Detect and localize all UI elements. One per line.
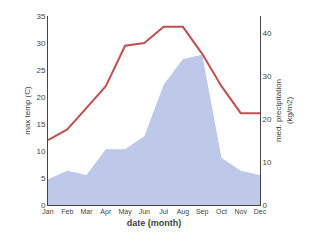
svg-text:Aug: Aug bbox=[177, 208, 190, 216]
svg-text:5: 5 bbox=[41, 174, 46, 183]
svg-text:max temp (C): max temp (C) bbox=[23, 86, 32, 135]
svg-text:Apr: Apr bbox=[100, 208, 112, 216]
svg-text:Sep: Sep bbox=[196, 208, 209, 216]
svg-text:25: 25 bbox=[36, 66, 45, 75]
svg-text:30: 30 bbox=[263, 72, 272, 81]
svg-text:15: 15 bbox=[36, 120, 45, 129]
svg-text:10: 10 bbox=[36, 147, 45, 156]
svg-text:35: 35 bbox=[36, 12, 45, 21]
svg-text:Jul: Jul bbox=[159, 208, 168, 215]
svg-text:date (month): date (month) bbox=[127, 218, 182, 228]
svg-text:0: 0 bbox=[263, 201, 268, 210]
svg-text:40: 40 bbox=[263, 29, 272, 38]
svg-text:Jan: Jan bbox=[42, 208, 53, 215]
svg-text:20: 20 bbox=[36, 93, 45, 102]
svg-text:med. precipitation(kg/m2): med. precipitation(kg/m2) bbox=[274, 79, 293, 142]
svg-text:Oct: Oct bbox=[216, 208, 227, 215]
svg-text:Jun: Jun bbox=[139, 208, 150, 215]
svg-text:30: 30 bbox=[36, 39, 45, 48]
svg-text:20: 20 bbox=[263, 115, 272, 124]
svg-text:Mar: Mar bbox=[81, 208, 94, 215]
svg-text:Feb: Feb bbox=[61, 208, 73, 215]
svg-text:May: May bbox=[118, 208, 132, 216]
svg-text:0: 0 bbox=[41, 201, 46, 210]
svg-text:Dec: Dec bbox=[254, 208, 267, 215]
svg-text:Nov: Nov bbox=[235, 208, 248, 215]
svg-text:10: 10 bbox=[263, 158, 272, 167]
